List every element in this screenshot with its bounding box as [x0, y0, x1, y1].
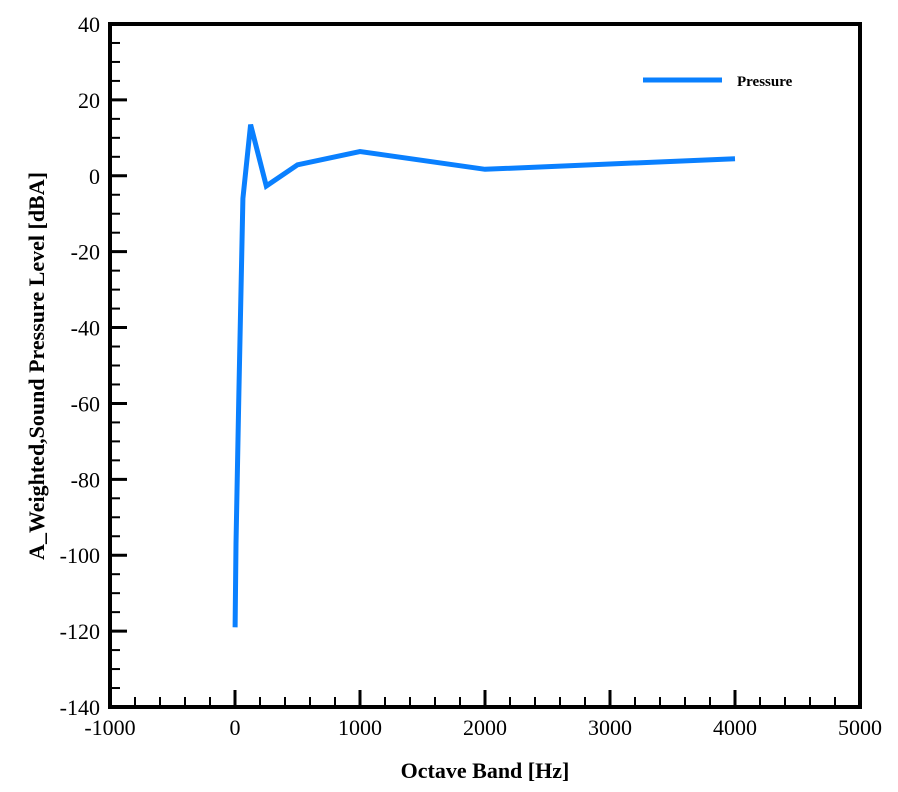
y-axis-title: A_Weighted,Sound Pressure Level [dBA]: [24, 172, 49, 560]
y-tick-label: -40: [71, 316, 100, 341]
x-tick-label: 3000: [588, 715, 632, 740]
y-tick-label: 20: [78, 88, 100, 113]
y-tick-label: 40: [78, 12, 100, 37]
series-line-pressure: [232, 123, 736, 628]
y-tick-label: 0: [89, 164, 100, 189]
y-tick-label: -120: [60, 619, 100, 644]
legend-label-pressure: Pressure: [737, 74, 793, 90]
y-tick-label: -140: [60, 695, 100, 720]
x-tick-label: 2000: [463, 715, 507, 740]
y-tick-label: -20: [71, 240, 100, 265]
x-tick-label: 0: [230, 715, 241, 740]
plot-frame: [108, 22, 862, 709]
major-ticks: [110, 98, 737, 707]
y-tick-label: -60: [71, 391, 100, 416]
x-tick-label: 5000: [838, 715, 882, 740]
legend: Pressure: [643, 74, 793, 90]
minor-ticks: [110, 41, 836, 707]
x-axis-title: Octave Band [Hz]: [401, 758, 570, 783]
y-tick-label: -100: [60, 543, 100, 568]
tick-labels: -1000 0 1000 2000 3000 4000 5000 -140 -120 -100 -8…: [60, 12, 882, 740]
x-tick-label: 1000: [338, 715, 382, 740]
x-tick-label: 4000: [713, 715, 757, 740]
x-tick-label: -1000: [84, 715, 135, 740]
y-tick-label: -80: [71, 467, 100, 492]
